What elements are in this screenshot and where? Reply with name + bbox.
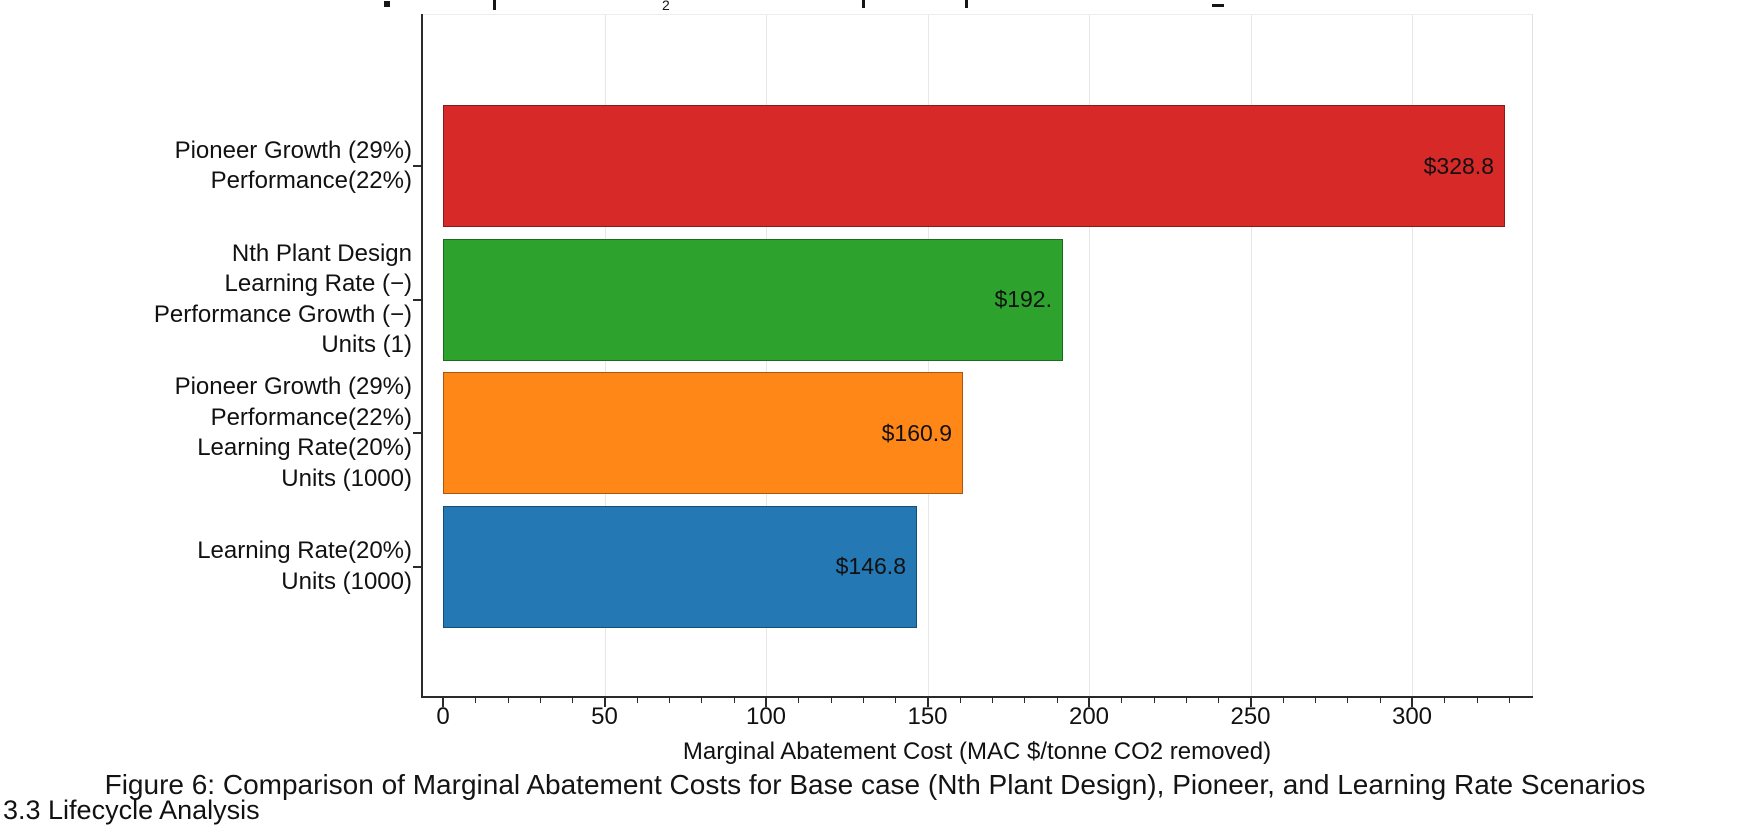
x-tick-minor	[1477, 698, 1478, 703]
clipped-title-fragment	[965, 0, 968, 8]
plot-top-spine	[421, 14, 1533, 15]
x-tick-minor	[1444, 698, 1445, 703]
category-label-line: Pioneer Growth (29%)	[174, 373, 412, 400]
plot-left-spine	[421, 14, 423, 698]
bar: $146.8	[443, 505, 917, 628]
y-tick	[413, 432, 421, 434]
x-tick-label: 200	[1068, 703, 1110, 730]
x-tick-minor	[701, 698, 702, 703]
x-tick-label: 150	[907, 703, 948, 730]
y-tick	[413, 565, 421, 568]
clipped-title-subscript-2: 2	[662, 0, 670, 13]
x-tick-label: 100	[745, 703, 787, 730]
gridline	[1089, 15, 1090, 696]
x-tick-major	[1249, 698, 1252, 707]
x-tick-minor	[475, 698, 476, 703]
category-label: Pioneer Growth (29%) Performance(22%) Lear…	[40, 372, 412, 494]
x-tick-minor	[1315, 698, 1316, 703]
x-tick-minor	[798, 698, 799, 703]
figure-caption: Figure 6: Comparison of Marginal Abateme…	[104, 769, 1646, 800]
x-tick-minor	[1154, 698, 1155, 703]
clipped-title-fragment	[1212, 4, 1224, 7]
gridline	[1250, 15, 1252, 696]
category-label-line: Units (1000)	[281, 567, 412, 595]
x-tick-minor	[1057, 698, 1058, 703]
category-label-line: Units (1000)	[281, 464, 412, 492]
x-tick-minor	[992, 698, 993, 703]
x-tick-minor	[540, 698, 541, 703]
category-label-line: Pioneer Growth (29%)	[174, 136, 412, 164]
x-tick-minor	[1283, 698, 1284, 703]
x-tick-major	[765, 698, 767, 707]
x-tick-major	[442, 698, 444, 707]
gridline	[1412, 15, 1413, 696]
clipped-title-fragment	[384, 1, 390, 7]
category-label: Pioneer Growth (29%) Performance(22%)	[40, 136, 412, 197]
clipped-title-fragment	[862, 0, 865, 8]
x-tick-minor	[1024, 698, 1025, 703]
bar-value-label: $192.	[994, 286, 1052, 312]
x-tick-label: 300	[1391, 703, 1433, 730]
bar-value-label: $146.8	[835, 553, 906, 579]
x-tick-major	[1411, 698, 1413, 707]
x-tick-minor	[1218, 698, 1219, 703]
x-axis-title: Marginal Abatement Cost (MAC $/tonne CO2…	[682, 738, 1272, 765]
plot-right-spine	[1532, 14, 1533, 697]
category-label-line: Performance Growth (−)	[153, 300, 412, 328]
category-label-line: Learning Rate(20%)	[197, 434, 412, 461]
category-label-line: Learning Rate (−)	[224, 270, 412, 297]
x-tick-minor	[508, 698, 509, 703]
x-tick-minor	[1509, 698, 1510, 703]
category-label-line: Performance(22%)	[210, 403, 412, 431]
x-tick-minor	[960, 698, 961, 703]
x-tick-minor	[895, 698, 896, 703]
x-tick-minor	[637, 698, 638, 703]
x-tick-label: 250	[1230, 703, 1271, 730]
x-tick-minor	[669, 698, 670, 703]
x-tick-minor	[1347, 698, 1348, 703]
category-label-line: Nth Plant Design	[231, 239, 412, 267]
bar: $160.9	[443, 372, 963, 494]
x-tick-minor	[1121, 698, 1122, 703]
x-tick-minor	[863, 698, 864, 703]
category-label-line: Performance(22%)	[210, 167, 412, 194]
category-label: Nth Plant Design Learning Rate (−) Perform…	[40, 239, 412, 361]
bar: $328.8	[443, 105, 1505, 227]
clipped-title-fragment	[493, 0, 496, 10]
y-tick	[413, 165, 421, 167]
x-tick-minor	[1186, 698, 1187, 703]
x-tick-minor	[1380, 698, 1381, 703]
x-tick-major	[926, 698, 929, 707]
x-tick-label: 50	[591, 703, 618, 730]
x-tick-major	[603, 698, 606, 707]
x-tick-minor	[831, 698, 832, 703]
bar-value-label: $328.8	[1423, 152, 1494, 179]
bar: $192.	[443, 238, 1063, 361]
bar-value-label: $160.9	[881, 419, 952, 446]
x-tick-minor	[734, 698, 735, 703]
y-tick	[413, 298, 421, 301]
category-label-line: Units (1)	[321, 331, 412, 358]
x-tick-label: 0	[436, 703, 450, 730]
category-label: Learning Rate(20%) Units (1000)	[40, 536, 412, 597]
x-tick-minor	[572, 698, 573, 703]
x-tick-major	[1088, 698, 1090, 707]
category-label-line: Learning Rate(20%)	[197, 537, 412, 564]
plot-bottom-spine	[421, 696, 1533, 698]
